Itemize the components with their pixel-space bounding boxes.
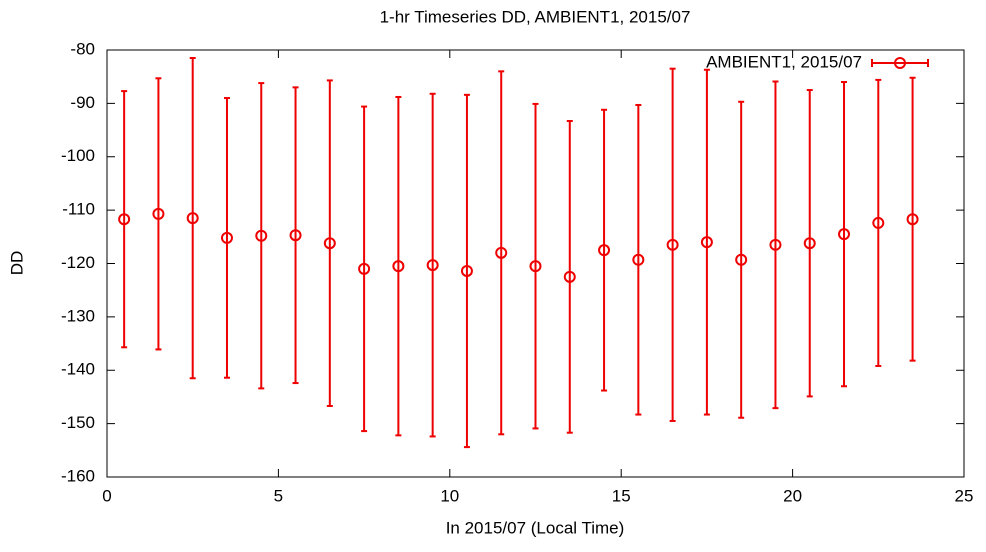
point	[872, 216, 885, 229]
x-tick-label: 5	[274, 486, 283, 505]
point	[803, 237, 816, 250]
error-bar	[223, 97, 230, 379]
y-tick-label: -140	[61, 360, 95, 379]
point	[426, 259, 439, 272]
x-tick-label: 15	[612, 486, 631, 505]
error-bar	[155, 77, 162, 351]
error-bar	[841, 81, 848, 388]
error-bar	[395, 95, 402, 437]
error-bar	[121, 90, 128, 349]
error-bar	[258, 82, 265, 390]
y-tick-label: -110	[62, 200, 95, 219]
y-tick-label: -100	[61, 146, 95, 165]
error-bar	[669, 67, 676, 422]
point	[255, 229, 268, 242]
x-tick-label: 0	[102, 486, 111, 505]
error-bar	[806, 89, 813, 398]
point	[220, 231, 233, 244]
point	[358, 262, 371, 275]
x-tick-label: 10	[440, 486, 459, 505]
error-bar	[875, 78, 882, 367]
point	[598, 244, 611, 257]
y-tick-label: -90	[70, 93, 95, 112]
point	[769, 238, 782, 251]
y-tick-label: -80	[70, 39, 95, 58]
error-bar	[738, 100, 745, 419]
point	[186, 212, 199, 225]
point	[323, 237, 336, 250]
point	[529, 260, 542, 273]
point	[289, 229, 302, 242]
legend-marker	[894, 57, 906, 69]
y-axis-label: DD	[7, 251, 26, 276]
point	[700, 236, 713, 249]
error-bar	[601, 108, 608, 392]
error-bar	[189, 57, 196, 380]
x-tick-label: 20	[783, 486, 802, 505]
error-bar	[909, 76, 916, 362]
point	[666, 238, 679, 251]
point	[460, 264, 473, 277]
error-bar	[463, 93, 470, 449]
point	[735, 253, 748, 266]
point	[495, 246, 508, 259]
point	[632, 253, 645, 266]
y-tick-label: -130	[61, 306, 95, 325]
point	[906, 213, 919, 226]
x-tick-label: 25	[955, 486, 974, 505]
point	[152, 207, 165, 220]
error-bar	[292, 86, 299, 385]
y-tick-label: -120	[61, 253, 95, 272]
error-bar	[532, 102, 539, 430]
error-bar	[326, 79, 333, 408]
x-axis-label: In 2015/07 (Local Time)	[446, 518, 625, 537]
legend-label: AMBIENT1, 2015/07	[706, 52, 862, 71]
point	[563, 270, 576, 283]
error-bar	[635, 103, 642, 416]
y-tick-label: -160	[61, 466, 95, 485]
error-bar	[772, 80, 779, 410]
point	[118, 213, 131, 226]
point	[392, 260, 405, 273]
y-tick-label: -150	[61, 413, 95, 432]
error-bar	[429, 92, 436, 438]
error-bar	[498, 70, 505, 436]
point	[838, 228, 851, 241]
chart-title: 1-hr Timeseries DD, AMBIENT1, 2015/07	[380, 7, 691, 26]
error-bar	[703, 68, 710, 416]
error-bar	[361, 105, 368, 433]
error-bar	[566, 119, 573, 434]
